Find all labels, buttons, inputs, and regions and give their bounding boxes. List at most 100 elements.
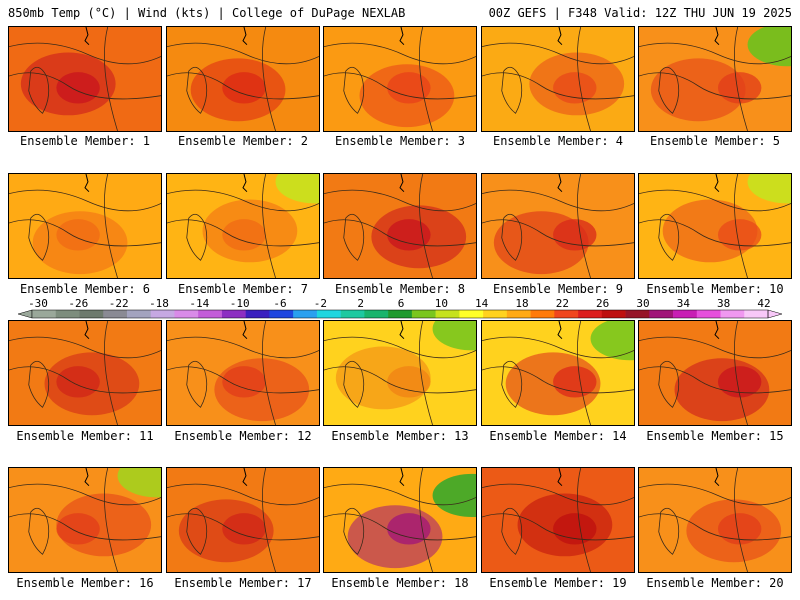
height-contour — [324, 483, 476, 506]
colorbar-segment — [673, 310, 698, 318]
height-contour — [419, 27, 433, 131]
terrain-contour — [658, 66, 680, 114]
warm-core — [717, 366, 762, 398]
ensemble-member-label: Ensemble Member: 12 — [174, 429, 312, 443]
cool-region — [117, 468, 161, 498]
warm-core — [387, 219, 431, 251]
warm-core — [387, 513, 431, 545]
ensemble-member-label: Ensemble Member: 3 — [334, 134, 466, 148]
colorbar-tick-label: -22 — [108, 297, 129, 310]
colorbar-segment — [55, 310, 80, 318]
height-contour — [324, 219, 476, 247]
colorbar-segment — [649, 310, 674, 318]
terrain-contour — [186, 360, 208, 408]
ensemble-member-map — [481, 26, 635, 132]
coastline — [84, 27, 90, 46]
coastline — [242, 27, 248, 46]
terrain-contour — [658, 507, 680, 555]
height-contour — [639, 72, 791, 100]
terrain-contour — [28, 213, 50, 261]
ensemble-member-map — [323, 173, 477, 279]
coastline — [399, 468, 405, 487]
ensemble-member-label: Ensemble Member: 16 — [16, 576, 154, 590]
colorbar-segment — [174, 310, 199, 318]
colorbar-segment — [411, 310, 436, 318]
ensemble-member-map — [638, 173, 792, 279]
height-contour — [419, 321, 433, 425]
colorbar-segment — [293, 310, 318, 318]
height-contour — [9, 42, 161, 65]
warm-core — [56, 366, 100, 398]
ensemble-member-map — [323, 26, 477, 132]
coastline — [399, 174, 405, 193]
coastline — [399, 321, 405, 340]
height-contour — [167, 513, 319, 541]
height-contour — [9, 189, 161, 212]
warm-core — [222, 513, 266, 545]
height-contour — [639, 366, 791, 394]
map-title: 850mb Temp (°C) | Wind (kts) | College o… — [8, 6, 406, 20]
warm-core — [56, 219, 100, 251]
colorbar-segment — [530, 310, 555, 318]
ensemble-member-label: Ensemble Member: 1 — [19, 134, 151, 148]
warm-core — [222, 366, 266, 398]
ensemble-member-map — [8, 467, 162, 573]
terrain-contour — [501, 66, 523, 114]
height-contour — [9, 513, 161, 541]
colorbar-segment — [720, 310, 745, 318]
height-contour — [419, 468, 433, 572]
ensemble-member-map — [166, 467, 320, 573]
height-contour — [167, 189, 319, 212]
height-contour — [9, 72, 161, 100]
ensemble-member-map — [8, 173, 162, 279]
colorbar-segment — [32, 310, 57, 318]
height-contour — [482, 42, 634, 65]
colorbar-segment — [483, 310, 508, 318]
height-contour — [324, 189, 476, 212]
coastline — [557, 27, 563, 46]
height-contour — [262, 468, 276, 572]
colorbar-segment — [578, 310, 603, 318]
coastline — [557, 321, 563, 340]
height-contour — [324, 336, 476, 359]
ensemble-member-map — [166, 26, 320, 132]
terrain-contour — [343, 213, 365, 261]
ensemble-member-label: Ensemble Member: 17 — [174, 576, 312, 590]
warm-core — [56, 513, 100, 545]
coastline — [714, 321, 720, 340]
height-contour — [104, 321, 118, 425]
colorbar-segment — [221, 310, 246, 318]
ensemble-member-label: Ensemble Member: 13 — [331, 429, 469, 443]
colorbar-tick-label: 26 — [596, 297, 610, 310]
colorbar-segment — [459, 310, 484, 318]
colorbar-segment — [554, 310, 579, 318]
height-contour — [262, 321, 276, 425]
colorbar-segment — [744, 310, 769, 318]
height-contour — [734, 468, 748, 572]
colorbar-tick-label: 10 — [434, 297, 448, 310]
height-contour — [324, 366, 476, 394]
warm-core — [717, 513, 762, 545]
height-contour — [639, 189, 791, 212]
terrain-contour — [186, 66, 208, 114]
height-contour — [482, 483, 634, 506]
colorbar-right-arrow — [767, 309, 783, 319]
colorbar-tick-label: 30 — [636, 297, 650, 310]
height-contour — [482, 336, 634, 359]
ensemble-member-map — [638, 320, 792, 426]
ensemble-member-label: Ensemble Member: 14 — [489, 429, 627, 443]
colorbar-segment — [245, 310, 270, 318]
height-contour — [262, 174, 276, 278]
height-contour — [734, 321, 748, 425]
colorbar-tick-label: -30 — [28, 297, 48, 310]
height-contour — [734, 27, 748, 131]
cool-region — [747, 27, 791, 67]
ensemble-member-map — [166, 320, 320, 426]
colorbar-tick-label: 22 — [555, 297, 569, 310]
coastline — [242, 468, 248, 487]
colorbar-tick-label: 14 — [475, 297, 489, 310]
terrain-contour — [186, 507, 208, 555]
terrain-contour — [501, 360, 523, 408]
warm-region — [650, 58, 746, 122]
colorbar-segment — [696, 310, 721, 318]
